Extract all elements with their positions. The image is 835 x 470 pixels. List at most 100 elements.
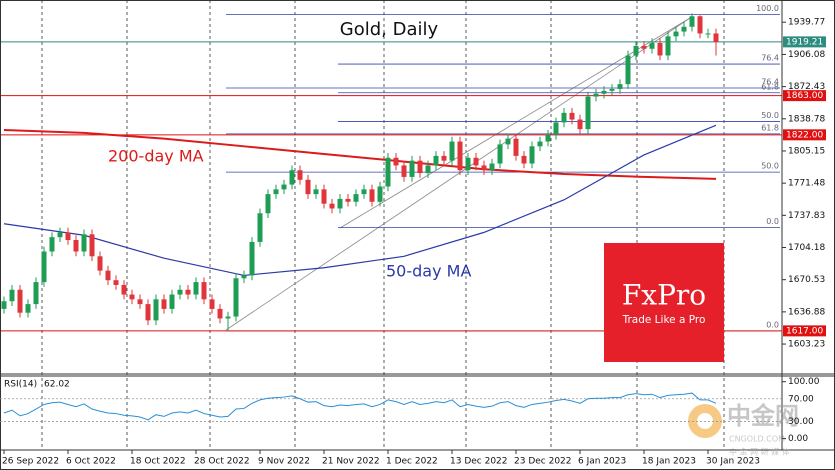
candle-body xyxy=(185,289,191,295)
candle-body xyxy=(617,84,623,89)
brand: FxPro xyxy=(622,279,706,312)
candle-body xyxy=(385,157,391,187)
y-tick-label: 1906.08 xyxy=(788,50,825,60)
candle-body xyxy=(201,282,207,300)
site: CNGOLD.COM xyxy=(729,435,785,444)
candle-body xyxy=(17,289,23,313)
rsi-tick-label: 70.00 xyxy=(788,394,814,404)
candle-body xyxy=(65,232,71,241)
candle-body xyxy=(297,170,303,180)
fxpro-logo: FxPro Trade Like a Pro xyxy=(604,243,724,362)
price-label-box xyxy=(783,325,826,337)
trend-channel xyxy=(225,17,691,331)
candle-body xyxy=(681,26,687,32)
y-tick-label: 1636.88 xyxy=(788,307,825,317)
candle-body xyxy=(601,90,607,94)
price-label-box xyxy=(783,90,826,102)
candle-body xyxy=(657,43,663,56)
candle-body xyxy=(673,31,679,37)
rsi-name: RSI(14) xyxy=(4,380,37,390)
candle-body xyxy=(169,294,175,309)
rsi-tick-label: 30.00 xyxy=(788,417,814,427)
candle-body xyxy=(217,308,223,319)
rsi-value: 62.02 xyxy=(44,380,70,390)
y-tick-label: 1939.77 xyxy=(788,18,825,28)
rsi-tick-label: 100.00 xyxy=(788,377,820,387)
candle-body xyxy=(697,16,703,34)
y-tick-label: 1838.78 xyxy=(788,114,825,124)
x-tick-label: 13 Dec 2022 xyxy=(450,457,508,467)
candle-body xyxy=(409,160,415,177)
channel-line xyxy=(339,17,691,229)
x-tick-label: 1 Dec 2022 xyxy=(386,457,438,467)
candle-body xyxy=(465,157,471,171)
candle-body xyxy=(265,194,271,214)
candle-body xyxy=(321,189,327,204)
moving-average xyxy=(3,129,717,180)
candle-body xyxy=(585,96,591,130)
rsi-line xyxy=(3,392,717,421)
candle-body xyxy=(1,301,7,309)
site-cn: 中金网 xyxy=(727,402,799,430)
candle-body xyxy=(129,294,135,300)
candle-body xyxy=(89,234,95,257)
price-label: 1822.00 xyxy=(786,130,823,140)
candle-body xyxy=(153,299,159,321)
candle-body xyxy=(593,93,599,97)
candle-body xyxy=(57,232,63,238)
series-label: 200-day MA xyxy=(108,147,204,166)
candle-body xyxy=(449,141,455,161)
fib-label: 50.0 xyxy=(761,162,779,171)
candle-body xyxy=(505,138,511,145)
candle-body xyxy=(529,146,535,164)
candle-body xyxy=(137,299,143,305)
fib-label: 100.0 xyxy=(756,4,779,13)
candle-body xyxy=(513,138,519,156)
candle-body xyxy=(633,45,639,56)
fib-label: 61.8 xyxy=(761,82,779,91)
candle-body xyxy=(481,165,487,171)
candle-body xyxy=(377,186,383,202)
candle-body xyxy=(9,289,15,302)
fib-label: 76.4 xyxy=(761,54,779,63)
x-tick-label: 28 Oct 2022 xyxy=(194,457,250,467)
candle-body xyxy=(225,316,231,319)
candle-body xyxy=(553,122,559,135)
cngold-logo: 中金网 CNGOLD.COM 中 金 网 新 媒 体 xyxy=(688,402,799,457)
tagline: Trade Like a Pro xyxy=(622,314,706,326)
candle-body xyxy=(193,282,199,295)
x-tick-label: 6 Jan 2023 xyxy=(578,457,626,467)
candle-body xyxy=(561,112,567,123)
fib-label: 0.0 xyxy=(766,217,779,226)
candle-body xyxy=(665,36,671,56)
candle-body xyxy=(33,282,39,305)
candle-body xyxy=(457,141,463,171)
candle-body xyxy=(337,198,343,209)
candle-body xyxy=(273,189,279,195)
candle-body xyxy=(97,256,103,271)
x-tick-label: 9 Nov 2022 xyxy=(258,457,310,467)
candle-body xyxy=(393,157,399,166)
candle-body xyxy=(49,237,55,252)
candle-body xyxy=(281,184,287,190)
candle-body xyxy=(41,251,47,283)
candle-body xyxy=(641,45,647,49)
candle-body xyxy=(241,275,247,279)
y-tick-label: 1872.43 xyxy=(788,82,825,92)
candle-body xyxy=(257,213,263,242)
price-label-box xyxy=(783,36,826,48)
candle-body xyxy=(537,141,543,147)
x-tick-label: 23 Dec 2022 xyxy=(514,457,572,467)
logo-box xyxy=(604,243,724,362)
price-label: 1919.21 xyxy=(786,37,823,47)
candle-body xyxy=(689,16,695,27)
y-tick-label: 1603.23 xyxy=(788,340,825,350)
candle-body xyxy=(73,240,79,252)
x-tick-label: 18 Jan 2023 xyxy=(642,457,696,467)
candle-body xyxy=(625,55,631,85)
x-tick-label: 6 Oct 2022 xyxy=(66,457,116,467)
moving-average xyxy=(3,124,717,277)
candle-body xyxy=(305,179,311,195)
